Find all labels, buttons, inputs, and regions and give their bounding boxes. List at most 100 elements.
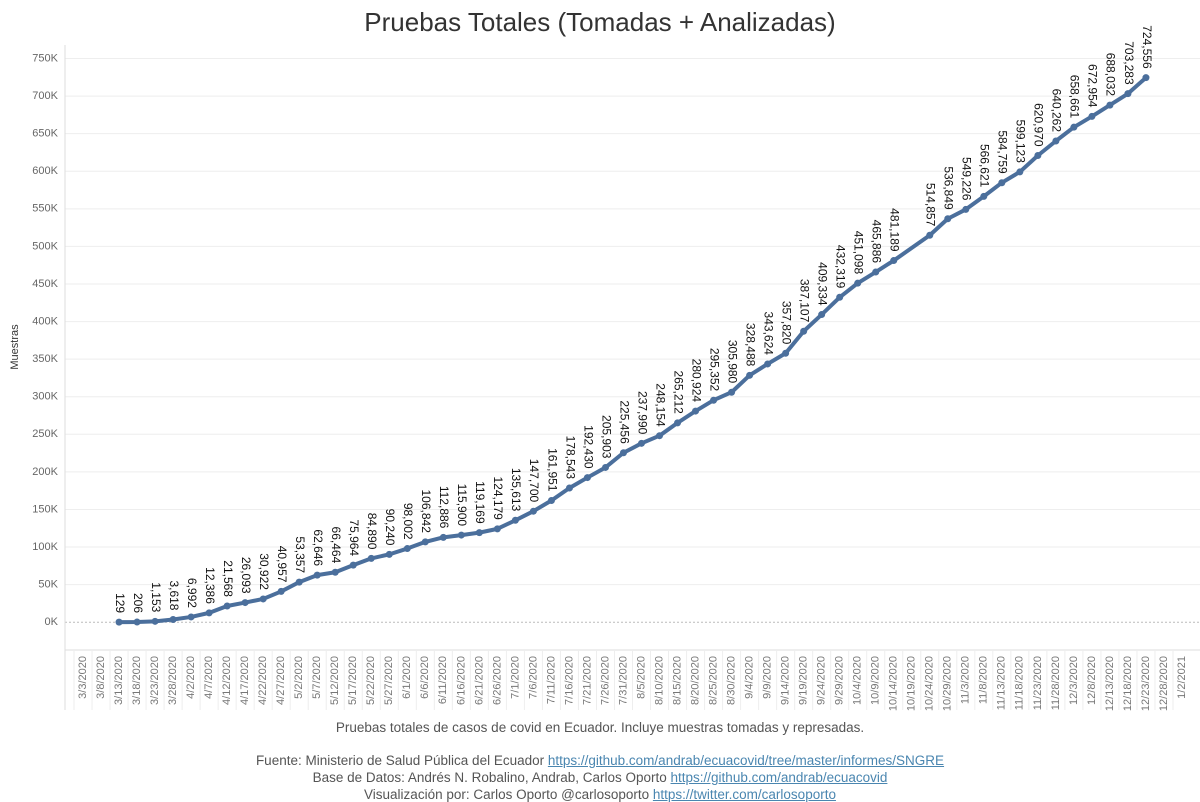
data-point <box>151 617 159 625</box>
x-tick-label: 5/17/2020 <box>347 656 359 705</box>
x-tick-label: 3/28/2020 <box>167 656 179 705</box>
x-tick-label: 5/2/2020 <box>293 656 305 699</box>
data-point <box>1034 152 1042 160</box>
chart-title: Pruebas Totales (Tomadas + Analizadas) <box>364 7 835 37</box>
x-tick-label: 11/8/2020 <box>978 656 990 704</box>
x-tick-label: 8/15/2020 <box>671 656 683 705</box>
y-tick-label: 550K <box>32 203 58 215</box>
y-tick-label: 350K <box>32 353 58 365</box>
x-tick-label: 9/29/2020 <box>834 656 846 705</box>
x-tick-label: 11/23/2020 <box>1032 656 1044 710</box>
data-label: 84,890 <box>365 513 379 550</box>
y-tick-label: 0K <box>45 616 59 628</box>
x-tick-label: 9/24/2020 <box>816 656 828 705</box>
credit-text: Fuente: Ministerio de Salud Pública del … <box>255 753 545 768</box>
data-point <box>1106 101 1114 109</box>
y-tick-label: 450K <box>32 278 58 290</box>
x-tick-label: 6/26/2020 <box>491 656 503 705</box>
data-label: 672,954 <box>1086 64 1100 108</box>
data-point <box>169 615 177 623</box>
data-label: 192,430 <box>581 425 595 469</box>
x-tick-label: 10/9/2020 <box>870 656 882 705</box>
y-tick-label: 750K <box>32 52 58 64</box>
data-point <box>205 609 213 617</box>
chart: Pruebas Totales (Tomadas + Analizadas) M… <box>9 7 1200 711</box>
x-tick-label: 10/29/2020 <box>942 656 954 711</box>
x-tick-label: 8/25/2020 <box>707 656 719 705</box>
data-point <box>926 231 934 239</box>
credit-link[interactable]: https://twitter.com/carlosoporto <box>652 787 836 802</box>
x-tick-label: 12/28/2020 <box>1158 656 1170 711</box>
data-label: 205,903 <box>599 415 613 459</box>
x-tick-label: 3/13/2020 <box>113 656 125 705</box>
data-label: 129 <box>113 593 127 613</box>
y-tick-label: 300K <box>32 391 58 403</box>
data-label: 147,700 <box>527 459 541 503</box>
credit-link[interactable]: https://github.com/andrab/ecuacovid <box>670 770 888 785</box>
data-label: 124,179 <box>491 476 505 520</box>
data-label: 206 <box>131 593 145 613</box>
data-label: 432,319 <box>834 245 848 289</box>
data-label: 12,386 <box>203 567 217 604</box>
data-point <box>854 279 862 287</box>
x-tick-label: 8/10/2020 <box>653 656 665 705</box>
data-point <box>1124 90 1132 98</box>
data-point <box>674 419 682 427</box>
x-tick-label: 4/12/2020 <box>221 656 233 705</box>
x-tick-label: 5/12/2020 <box>329 656 341 705</box>
data-point <box>818 311 826 319</box>
data-label: 328,488 <box>743 323 757 367</box>
x-tick-label: 7/11/2020 <box>545 656 557 704</box>
data-point <box>331 568 339 576</box>
x-tick-label: 8/30/2020 <box>725 656 737 705</box>
data-label: 620,970 <box>1032 103 1046 147</box>
data-point <box>187 613 195 621</box>
data-point <box>1016 168 1024 176</box>
data-point <box>1070 123 1078 131</box>
x-tick-label: 7/21/2020 <box>581 656 593 705</box>
data-label: 409,334 <box>815 262 829 306</box>
x-tick-label: 7/16/2020 <box>563 656 575 705</box>
data-point <box>872 268 880 276</box>
data-point <box>403 545 411 553</box>
x-tick-label: 9/9/2020 <box>762 656 774 699</box>
data-label: 66,464 <box>329 527 343 564</box>
x-tick-label: 12/3/2020 <box>1068 656 1080 705</box>
data-point <box>619 449 627 457</box>
data-label: 599,123 <box>1014 120 1028 164</box>
data-label: 514,857 <box>924 183 938 227</box>
x-tick-label: 11/18/2020 <box>1014 656 1026 710</box>
data-label: 53,357 <box>293 536 307 573</box>
data-point <box>511 516 519 524</box>
data-point <box>656 432 664 440</box>
caption: Pruebas totales de casos de covid en Ecu… <box>335 720 865 735</box>
data-label: 1,153 <box>149 582 163 612</box>
x-tick-label: 12/18/2020 <box>1122 656 1134 711</box>
data-point <box>313 571 321 579</box>
x-tick-label: 6/1/2020 <box>401 656 413 699</box>
data-label: 237,990 <box>635 391 649 435</box>
data-label: 119,169 <box>473 481 487 524</box>
x-tick-label: 12/13/2020 <box>1104 656 1116 711</box>
data-point <box>385 550 393 558</box>
data-point <box>764 360 772 368</box>
data-point <box>728 388 736 396</box>
data-point <box>295 578 303 586</box>
credit-line: Fuente: Ministerio de Salud Pública del … <box>0 753 1200 768</box>
data-point <box>1142 74 1150 82</box>
x-tick-label: 6/6/2020 <box>419 656 431 699</box>
data-label: 3,618 <box>167 580 181 610</box>
x-tick-label: 3/8/2020 <box>95 656 107 699</box>
data-point <box>782 349 790 357</box>
x-tick-label: 3/3/2020 <box>77 656 89 699</box>
credit-link[interactable]: https://github.com/andrab/ecuacovid/tree… <box>547 753 945 768</box>
data-label: 465,886 <box>870 220 884 264</box>
x-tick-label: 3/23/2020 <box>149 656 161 705</box>
data-point <box>115 618 123 626</box>
data-label: 112,886 <box>437 486 451 529</box>
data-point <box>277 587 285 595</box>
data-point <box>1088 112 1096 120</box>
data-label: 584,759 <box>996 130 1010 174</box>
data-label: 305,980 <box>725 340 739 384</box>
y-tick-label: 500K <box>32 240 58 252</box>
